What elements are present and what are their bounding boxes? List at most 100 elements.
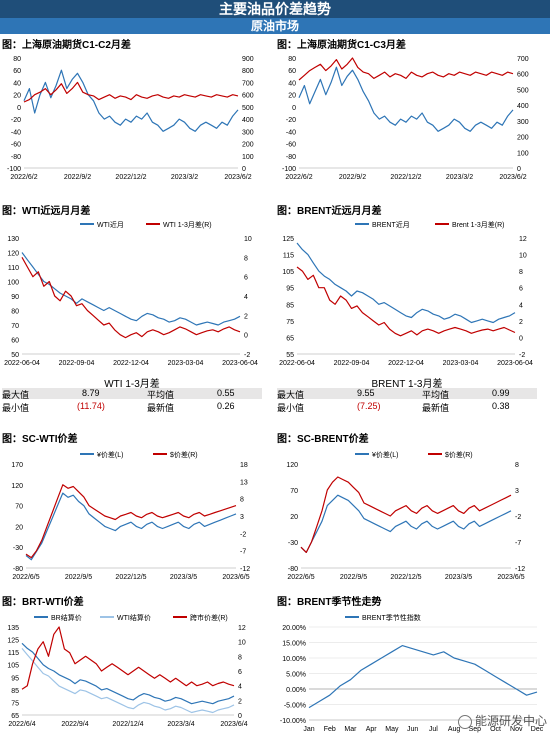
x-tick: Aug bbox=[448, 726, 461, 733]
y-tick-left: 60 bbox=[11, 338, 19, 345]
x-tick: 2023/6/4 bbox=[220, 721, 247, 728]
y-tick-left: -30 bbox=[13, 545, 23, 552]
y-tick-left: 20 bbox=[13, 93, 21, 100]
chart-title-c2: 图：上海原油期货C1-C3月差 bbox=[277, 40, 406, 51]
x-tick: Mar bbox=[344, 726, 357, 733]
series-line bbox=[308, 644, 538, 709]
x-tick: 2023/3/4 bbox=[167, 721, 194, 728]
y-tick-left: 115 bbox=[283, 253, 294, 260]
y-tick-right: 18 bbox=[240, 462, 248, 469]
x-tick: Oct bbox=[490, 726, 501, 733]
y-tick-left: 20.00% bbox=[282, 625, 306, 632]
y-tick-right: 4 bbox=[519, 302, 523, 309]
x-tick: May bbox=[385, 726, 399, 733]
y-tick-left: 80 bbox=[13, 56, 21, 63]
table-label: 最新值 bbox=[422, 403, 450, 413]
y-tick-left: 20 bbox=[288, 93, 296, 100]
y-tick-left: 5.00% bbox=[286, 672, 306, 679]
x-tick: Sep bbox=[469, 726, 482, 733]
x-tick: 2022/9/5 bbox=[340, 574, 367, 581]
table-title: WTI 1-3月差 bbox=[104, 379, 160, 390]
legend-label: $价差(R) bbox=[170, 450, 198, 459]
x-tick: 2023/3/2 bbox=[446, 174, 473, 181]
y-tick-left: -100 bbox=[7, 166, 21, 173]
y-tick-right: 600 bbox=[242, 93, 254, 100]
y-tick-left: -40 bbox=[286, 129, 296, 136]
y-tick-right: 6 bbox=[519, 286, 523, 293]
chart-c7: 65 75 85 95 105 115 125 135 0 2 4 6 8 10 12 2022/6/4 202… bbox=[7, 613, 247, 728]
y-tick-left: -80 bbox=[11, 154, 21, 161]
x-tick: 2022/12/4 bbox=[112, 721, 143, 728]
table-label: 最小值 bbox=[277, 403, 305, 413]
table-label: 平均值 bbox=[147, 390, 175, 400]
y-tick-right: 6 bbox=[238, 669, 242, 676]
y-tick-left: 20 bbox=[15, 524, 23, 531]
y-tick-left: 70 bbox=[15, 504, 23, 511]
y-tick-left: -60 bbox=[11, 142, 21, 149]
table-label: 最大值 bbox=[277, 390, 305, 400]
y-tick-right: 400 bbox=[242, 117, 254, 124]
y-tick-right: 2 bbox=[238, 698, 242, 705]
chart-title-c6: 图：SC-BRENT价差 bbox=[277, 434, 369, 445]
x-tick: 2022-09-04 bbox=[59, 360, 95, 367]
x-tick: 2023-03-04 bbox=[443, 360, 479, 367]
y-tick-left: 80 bbox=[11, 309, 19, 316]
y-tick-right: 12 bbox=[238, 625, 246, 632]
y-tick-left: 105 bbox=[282, 269, 294, 276]
y-tick-left: -100 bbox=[282, 166, 296, 173]
y-tick-left: 125 bbox=[282, 236, 294, 243]
y-tick-left: 115 bbox=[8, 650, 19, 657]
series-line bbox=[300, 494, 512, 554]
y-tick-right: 400 bbox=[517, 103, 529, 110]
x-tick: 2022-12-04 bbox=[388, 360, 424, 367]
legend-label: Brent 1-3月差(R) bbox=[452, 220, 505, 229]
y-tick-left: 75 bbox=[11, 700, 19, 707]
y-tick-left: 170 bbox=[11, 462, 23, 469]
series-line bbox=[21, 648, 235, 714]
chart-title-c4: 图：BRENT近远月月差 bbox=[277, 206, 382, 217]
chart-c1: -100-80-60-40-20020406080010020030040050… bbox=[7, 56, 254, 181]
y-tick-left: 110 bbox=[8, 265, 19, 272]
legend-label: ¥价差(L) bbox=[372, 450, 398, 459]
series-line bbox=[298, 57, 514, 81]
table-value: 0.55 bbox=[217, 388, 235, 398]
table-value-negative: (7.25) bbox=[357, 401, 381, 411]
y-tick-left: 20 bbox=[290, 514, 298, 521]
y-tick-left: 0.00% bbox=[286, 687, 306, 694]
series-line bbox=[25, 492, 237, 561]
series-line bbox=[25, 484, 237, 559]
table-value: 0.99 bbox=[492, 388, 510, 398]
x-tick: Jan bbox=[303, 726, 314, 733]
table-value: 8.79 bbox=[82, 388, 100, 398]
x-tick: 2022/12/2 bbox=[115, 174, 146, 181]
chart-title-c5: 图：SC-WTI价差 bbox=[2, 434, 78, 445]
table-title: BRENT 1-3月差 bbox=[371, 379, 443, 390]
y-tick-left: 120 bbox=[11, 483, 23, 490]
y-tick-right: -12 bbox=[240, 566, 250, 573]
y-tick-right: 3 bbox=[240, 514, 244, 521]
y-tick-left: -20 bbox=[286, 117, 296, 124]
x-tick: 2022/9/5 bbox=[65, 574, 92, 581]
series-line bbox=[21, 252, 241, 326]
x-tick: 2023-03-04 bbox=[168, 360, 204, 367]
y-tick-right: 0 bbox=[519, 335, 523, 342]
x-tick: Jun bbox=[407, 726, 418, 733]
x-tick: 2022/6/5 bbox=[287, 574, 314, 581]
table-value: 0.26 bbox=[217, 401, 235, 411]
y-tick-right: 200 bbox=[517, 135, 529, 142]
y-tick-right: 0 bbox=[517, 166, 521, 173]
y-tick-right: 0 bbox=[242, 166, 246, 173]
y-tick-right: 800 bbox=[242, 68, 254, 75]
y-tick-left: 50 bbox=[11, 352, 19, 359]
series-line bbox=[298, 66, 514, 132]
wechat-icon bbox=[458, 714, 472, 729]
y-tick-left: -80 bbox=[286, 154, 296, 161]
y-tick-right: 0 bbox=[238, 713, 242, 720]
table-row-bg bbox=[277, 388, 537, 399]
series-line bbox=[296, 266, 516, 337]
y-tick-right: 500 bbox=[242, 105, 254, 112]
y-tick-right: 8 bbox=[244, 255, 248, 262]
y-tick-right: 8 bbox=[519, 269, 523, 276]
legend-label: WTI结算价 bbox=[117, 613, 151, 622]
series-line bbox=[23, 69, 239, 132]
